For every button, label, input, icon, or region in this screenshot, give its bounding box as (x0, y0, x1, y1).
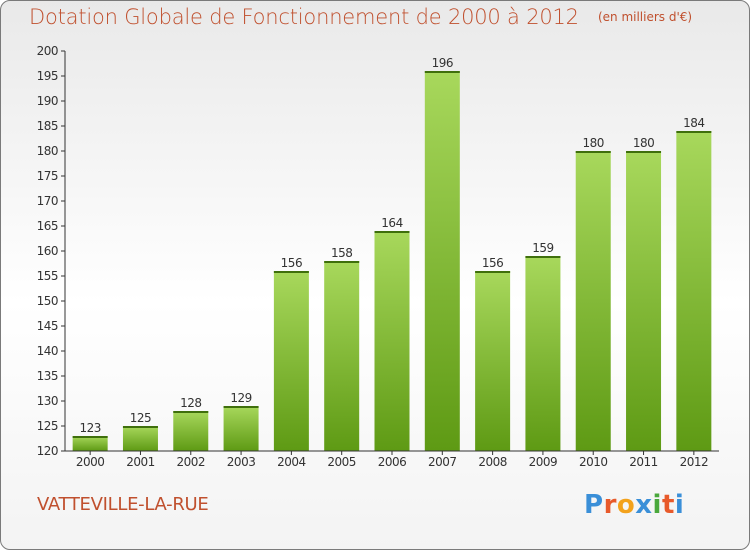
x-tick-label: 2011 (629, 455, 658, 469)
bar-2000 (72, 436, 108, 451)
bar-value-label: 164 (381, 216, 402, 230)
y-tick-label: 145 (37, 319, 58, 333)
bar-2003 (223, 406, 259, 451)
bar-top-edge (525, 256, 561, 258)
bar-value-label: 180 (633, 136, 654, 150)
logo-letter: i (674, 490, 685, 520)
bar-top-edge (575, 151, 611, 153)
y-tick-label: 165 (37, 219, 58, 233)
logo-letter: P (584, 490, 604, 520)
bar-top-edge (173, 411, 209, 413)
x-tick-label: 2004 (277, 455, 306, 469)
y-tick-label: 155 (37, 269, 58, 283)
bar-value-label: 180 (583, 136, 604, 150)
bar-2010 (575, 151, 611, 451)
bar-top-edge (676, 131, 712, 133)
bar-value-label: 184 (683, 116, 704, 130)
bar-top-edge (273, 271, 309, 273)
bar-top-edge (324, 261, 360, 263)
y-tick-label: 135 (37, 369, 58, 383)
x-tick-label: 2003 (227, 455, 256, 469)
bar-2002 (173, 411, 209, 451)
y-tick-label: 120 (37, 444, 58, 458)
bar-top-edge (626, 151, 662, 153)
x-tick-label: 2002 (176, 455, 205, 469)
x-tick-label: 2012 (680, 455, 709, 469)
logo-letter: x (635, 490, 653, 520)
logo-letter: r (603, 490, 617, 520)
y-tick-label: 150 (37, 294, 58, 308)
y-tick-label: 125 (37, 419, 58, 433)
x-tick-label: 2001 (126, 455, 155, 469)
bar-value-label: 128 (180, 396, 201, 410)
y-tick-label: 160 (37, 244, 58, 258)
logo-letter: t (661, 490, 675, 520)
y-tick-label: 180 (37, 144, 58, 158)
y-tick-label: 195 (37, 69, 58, 83)
bar-value-label: 125 (130, 411, 151, 425)
bar-value-label: 123 (79, 421, 100, 435)
bar-2009 (525, 256, 561, 451)
y-tick-label: 190 (37, 94, 58, 108)
bar-value-label: 159 (532, 241, 553, 255)
x-tick-label: 2009 (529, 455, 558, 469)
y-tick-label: 175 (37, 169, 58, 183)
bar-2005 (324, 261, 360, 451)
bar-2011 (626, 151, 662, 451)
bar-top-edge (374, 231, 410, 233)
y-tick-label: 170 (37, 194, 58, 208)
chart-title: Dotation Globale de Fonctionnement de 20… (29, 5, 692, 29)
axes-layer: 2000 2001 2002 2003 2004 2005 2006 2007 2008 2009… (37, 44, 719, 469)
x-tick-label: 2008 (478, 455, 507, 469)
bar-2012 (676, 131, 712, 451)
proxiti-logo[interactable]: Proxiti (584, 490, 684, 520)
bar-2004 (273, 271, 309, 451)
logo-letter: o (616, 490, 636, 520)
y-tick-label: 140 (37, 344, 58, 358)
bar-value-label: 156 (482, 256, 503, 270)
bar-top-edge (122, 426, 158, 428)
y-tick-label: 130 (37, 394, 58, 408)
bar-2007 (424, 71, 460, 451)
x-tick-label: 2006 (378, 455, 407, 469)
bar-2001 (122, 426, 158, 451)
bar-value-label: 196 (432, 56, 453, 70)
bar-2006 (374, 231, 410, 451)
bar-top-edge (72, 436, 108, 438)
commune-name: VATTEVILLE-LA-RUE (37, 494, 209, 515)
x-tick-label: 2000 (76, 455, 105, 469)
bar-2008 (475, 271, 511, 451)
bar-value-label: 129 (230, 391, 251, 405)
bars-layer: 123 125 128 129 156 158 164 196 156 159 180 180 184 (72, 56, 712, 451)
bar-top-edge (424, 71, 460, 73)
y-tick-label: 185 (37, 119, 58, 133)
bar-top-edge (223, 406, 259, 408)
chart-unit-note: (en milliers d'€) (597, 10, 693, 24)
chart-title-text: Dotation Globale de Fonctionnement de 20… (29, 5, 579, 29)
bar-value-label: 156 (281, 256, 302, 270)
logo-letter: i (652, 490, 662, 520)
bar-top-edge (475, 271, 511, 273)
y-tick-label: 200 (37, 44, 58, 58)
x-tick-label: 2010 (579, 455, 608, 469)
x-tick-label: 2005 (327, 455, 356, 469)
bar-value-label: 158 (331, 246, 352, 260)
x-tick-label: 2007 (428, 455, 457, 469)
